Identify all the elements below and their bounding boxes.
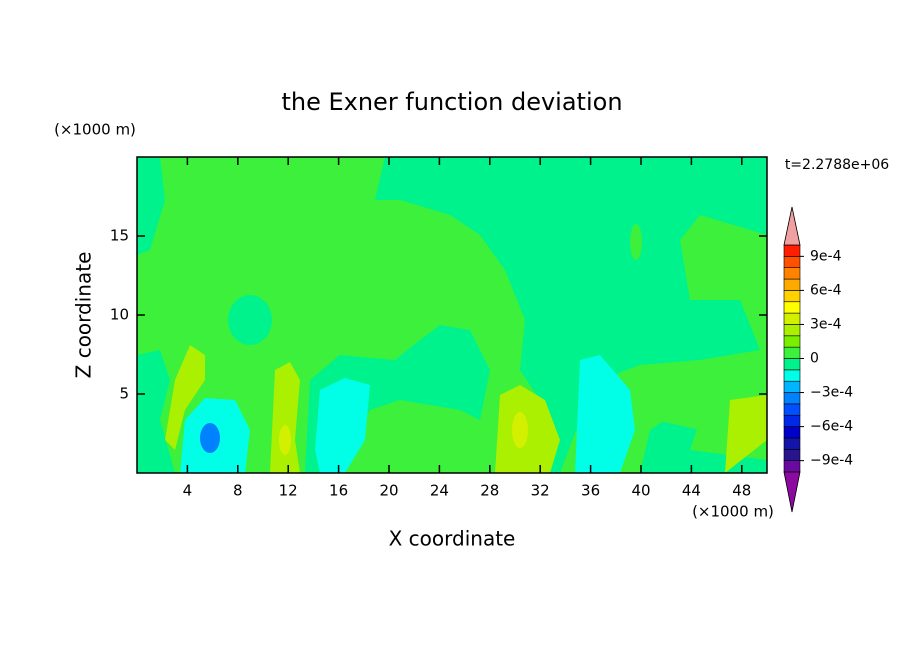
contour-region (575, 355, 635, 473)
contour-region (370, 405, 455, 473)
colorbar-segment (783, 301, 801, 314)
x-tick-label: 8 (233, 482, 243, 500)
colorbar-tick-label: −9e-4 (810, 453, 853, 469)
contour-region (279, 425, 291, 455)
colorbar-tick-label: −6e-4 (810, 419, 853, 435)
x-tick-label: 44 (682, 482, 701, 500)
colorbar-segment (783, 414, 801, 427)
y-tick-label: 15 (110, 227, 129, 245)
x-tick-label: 36 (581, 482, 600, 500)
x-tick-label: 20 (379, 482, 398, 500)
x-tick-label: 48 (732, 482, 751, 500)
y-axis-label: Z coordinate (72, 252, 96, 379)
x-tick-label: 40 (631, 482, 650, 500)
colorbar-segment (783, 448, 801, 461)
colorbar-segment (783, 324, 801, 337)
contour-region (630, 224, 642, 260)
colorbar-segment (783, 460, 801, 473)
colorbar-tick-label: 9e-4 (810, 248, 842, 264)
colorbar-segment (783, 369, 801, 382)
contour-field (137, 157, 767, 473)
contour-region (270, 362, 300, 473)
contour-region (315, 378, 370, 473)
colorbar-segment (783, 346, 801, 359)
contour-region (137, 157, 165, 255)
colorbar-over (783, 206, 801, 246)
x-tick-label: 4 (183, 482, 193, 500)
contour-region (725, 395, 767, 473)
chart-title: the Exner function deviation (281, 88, 622, 116)
y-unit: (×1000 m) (54, 121, 136, 139)
colorbar-segment (783, 335, 801, 348)
x-tick-label: 12 (279, 482, 298, 500)
x-axis-label: X coordinate (389, 527, 516, 551)
annotation: t=2.2788e+06 (785, 157, 889, 173)
colorbar-segment (783, 278, 801, 291)
x-unit: (×1000 m) (692, 503, 774, 521)
contour-region (512, 412, 528, 448)
colorbar-tick-label: 6e-4 (810, 282, 842, 298)
contour-region (137, 350, 175, 473)
x-tick-label: 16 (329, 482, 348, 500)
colorbar-tick-label: −3e-4 (810, 385, 853, 401)
y-tick-label: 5 (119, 385, 129, 403)
colorbar-segment (783, 312, 801, 325)
contour-region (375, 157, 767, 473)
contour-region (165, 345, 205, 450)
colorbar-segment (783, 358, 801, 371)
y-tick-label: 10 (110, 306, 129, 324)
colorbar-tick-label: 0 (810, 351, 819, 367)
x-tick-label: 28 (480, 482, 499, 500)
colorbar-segment (783, 426, 801, 439)
colorbar-segment (783, 256, 801, 269)
colorbar-segment (783, 437, 801, 450)
colorbar-segment (783, 392, 801, 405)
colorbar-tick-label: 3e-4 (810, 316, 842, 332)
contour-region (655, 360, 767, 430)
x-tick-label: 32 (531, 482, 550, 500)
colorbar-segment (783, 267, 801, 280)
colorbar-segment (783, 380, 801, 393)
contour-region (228, 295, 272, 345)
colorbar-segment (783, 290, 801, 303)
colorbar-under (783, 471, 801, 513)
contour-region (200, 423, 220, 453)
colorbar-segment (783, 244, 801, 257)
x-tick-label: 24 (430, 482, 449, 500)
colorbar-segment (783, 403, 801, 416)
